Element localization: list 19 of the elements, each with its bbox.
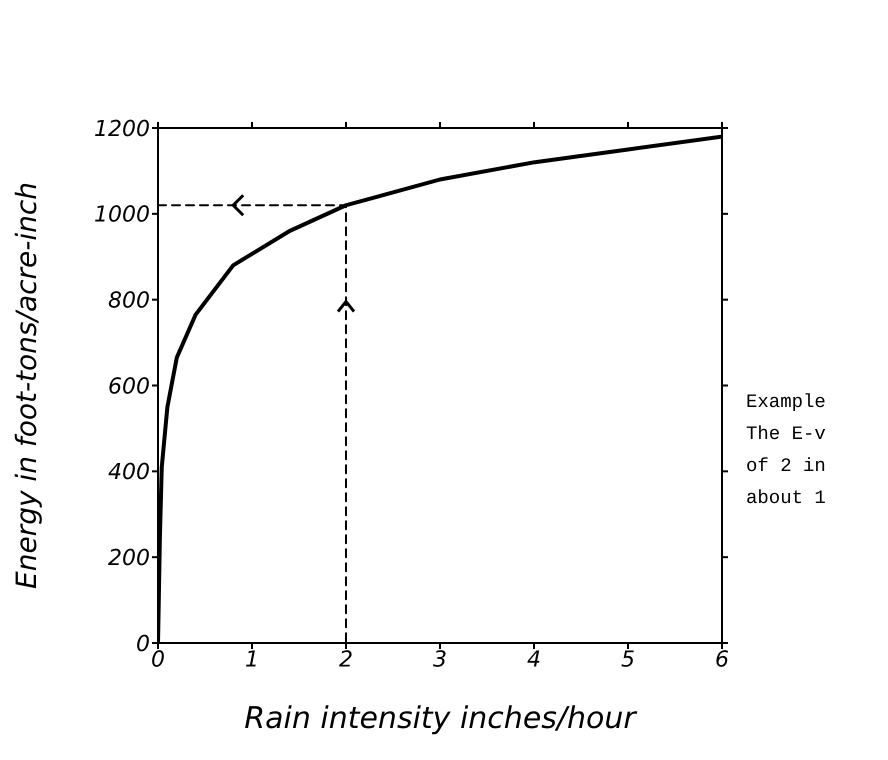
y-tick-label: 1200 [94, 116, 150, 142]
x-tick-label: 3 [433, 648, 447, 673]
y-tick-label: 0 [136, 632, 150, 657]
text: Example [746, 390, 826, 415]
y-tick-label: 600 [108, 374, 150, 400]
y-tick-label: 1000 [94, 202, 150, 228]
y-tick-label: 800 [108, 288, 150, 314]
text: of 2 in [746, 454, 826, 479]
x-tick-label: 4 [527, 648, 541, 673]
x-tick-label: 1 [245, 648, 259, 673]
x-tick-label: 2 [339, 648, 353, 673]
y-axis-title: Energy in foot-tons/acre-inch [10, 182, 43, 589]
text: about 1 [746, 486, 826, 511]
x-tick-label: 6 [715, 648, 729, 673]
x-tick-label: 5 [621, 648, 635, 673]
y-tick-label: 400 [108, 460, 150, 486]
text: The E-v [746, 422, 826, 447]
x-axis-title: Rain intensity inches/hour [244, 701, 638, 736]
y-tick-label: 200 [108, 546, 150, 571]
